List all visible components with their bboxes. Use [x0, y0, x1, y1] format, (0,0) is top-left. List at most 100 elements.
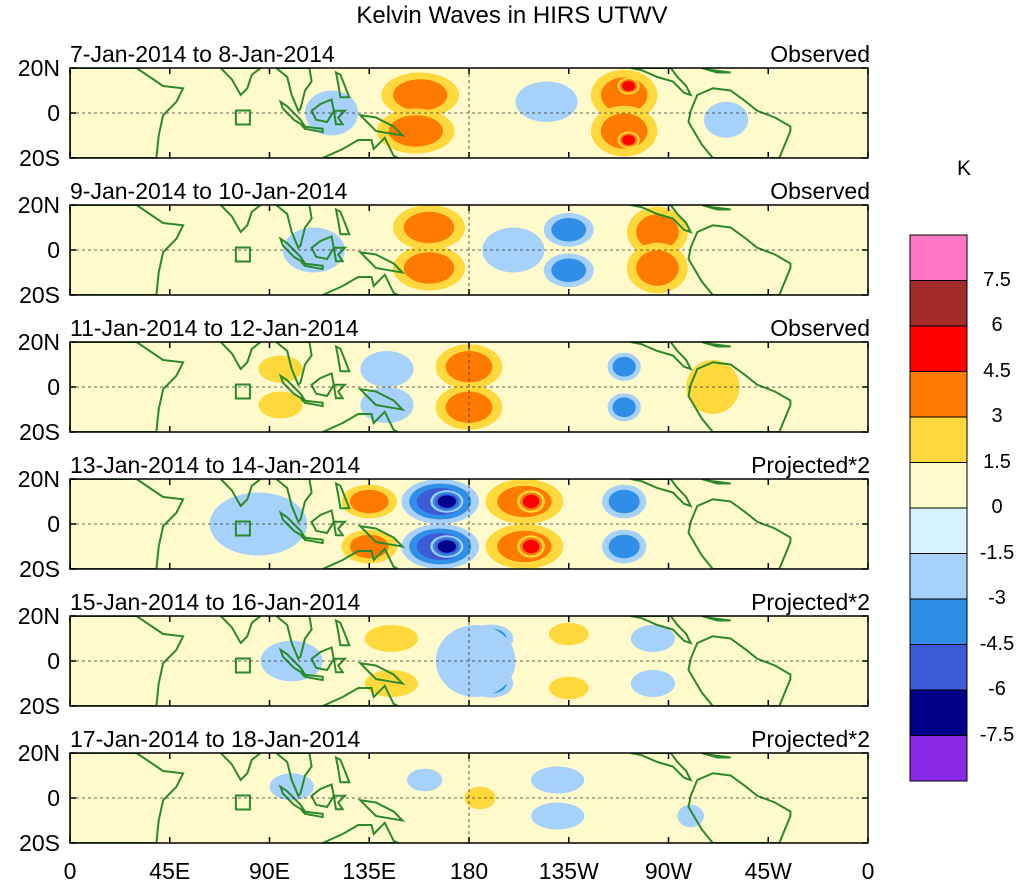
colorbar-swatch — [909, 416, 968, 463]
panel-kind: Observed — [770, 178, 870, 204]
coastline — [630, 342, 693, 371]
coastline — [70, 205, 185, 295]
lat-label: 0 — [47, 100, 60, 126]
coastline — [219, 479, 263, 508]
coastline — [219, 616, 263, 645]
panel-1 — [69, 67, 869, 159]
lat-label: 0 — [47, 374, 60, 400]
lat-label: 20S — [19, 693, 60, 719]
anomaly-contour — [612, 397, 636, 418]
panel-4 — [69, 478, 869, 570]
coastline — [630, 616, 693, 645]
anomaly-contour — [621, 134, 636, 146]
coastline — [630, 205, 693, 234]
colorbar-label: 1.5 — [983, 450, 1011, 473]
anomaly-contour — [677, 804, 704, 828]
coastline — [630, 753, 693, 782]
anomaly-contour — [703, 101, 749, 138]
lat-label: 20S — [19, 556, 60, 582]
figure-title: Kelvin Waves in HIRS UTWV — [356, 2, 668, 29]
anomaly-contour — [435, 625, 516, 697]
coastline — [219, 753, 263, 782]
coastline — [687, 224, 792, 295]
panel-date: 9-Jan-2014 to 10-Jan-2014 — [70, 178, 348, 204]
anomaly-contour — [531, 766, 585, 794]
anomaly-contour — [258, 391, 303, 419]
anomaly-contour — [630, 670, 676, 697]
panel-3 — [69, 341, 869, 433]
anomaly-contour — [403, 211, 455, 244]
colorbar-label: -4.5 — [979, 632, 1015, 655]
colorbar-swatch — [909, 462, 968, 509]
panel-kind: Projected*2 — [751, 726, 870, 752]
coastline — [219, 68, 263, 97]
lake-outline — [234, 109, 251, 126]
colorbar-swatch — [909, 598, 968, 645]
colorbar-swatch — [909, 553, 968, 600]
coastline — [334, 344, 351, 373]
panel-date: 15-Jan-2014 to 16-Jan-2014 — [70, 589, 361, 615]
lake-outline — [234, 794, 251, 811]
colorbar-label: 4.5 — [983, 359, 1011, 382]
lat-label: 0 — [47, 511, 60, 537]
anomaly-contour — [551, 258, 587, 283]
anomaly-contour — [437, 495, 456, 508]
lat-label: 20N — [17, 329, 60, 355]
coastline — [300, 536, 324, 545]
coastline — [300, 673, 324, 682]
coastline — [219, 205, 263, 234]
colorbar — [909, 234, 968, 782]
anomaly-contour — [636, 250, 679, 286]
colorbar-swatch — [909, 325, 968, 372]
colorbar-unit: K — [957, 157, 972, 180]
anomaly-contour — [630, 625, 676, 652]
anomaly-contour — [522, 494, 540, 509]
anomaly-contour — [548, 676, 589, 700]
coastline — [687, 361, 792, 432]
coastline — [332, 246, 348, 263]
colorbar-label: -1.5 — [979, 541, 1015, 564]
panel-date: 7-Jan-2014 to 8-Jan-2014 — [70, 41, 335, 67]
colorbar-swatch — [909, 371, 968, 418]
anomaly-contour — [393, 79, 448, 111]
coastline — [274, 342, 313, 387]
lon-label: 45W — [744, 858, 792, 884]
coastline — [701, 479, 731, 485]
panel-kind: Projected*2 — [751, 452, 870, 478]
lat-label: 0 — [47, 785, 60, 811]
coastline — [300, 810, 324, 819]
panel-5 — [69, 615, 869, 707]
coastline — [687, 87, 792, 158]
coastline — [70, 616, 185, 706]
lake-outline — [234, 520, 251, 537]
colorbar-swatch — [909, 644, 968, 691]
anomaly-contour — [621, 80, 636, 92]
anomaly-contour — [522, 539, 540, 554]
lat-label: 20N — [17, 466, 60, 492]
colorbar-swatch — [909, 507, 968, 554]
lat-label: 20S — [19, 830, 60, 856]
lon-label: 90W — [644, 858, 693, 884]
panel-date: 17-Jan-2014 to 18-Jan-2014 — [70, 726, 361, 752]
coastline — [701, 205, 731, 211]
coastline — [300, 125, 324, 134]
coastline — [334, 618, 351, 647]
lon-label: 45E — [149, 858, 191, 884]
coastline — [687, 498, 792, 569]
panel-2 — [69, 204, 869, 296]
lon-label: 135W — [538, 858, 599, 884]
anomaly-contour — [445, 391, 493, 423]
anomaly-contour — [364, 670, 419, 697]
anomaly-contour — [531, 802, 585, 830]
anomaly-contour — [403, 252, 455, 284]
anomaly-contour — [388, 115, 443, 147]
colorbar-label: 3 — [991, 405, 1003, 427]
coastline — [630, 68, 693, 97]
lat-label: 20N — [17, 603, 60, 629]
lat-label: 20S — [19, 419, 60, 445]
coastline — [357, 798, 406, 822]
lon-label: 90E — [249, 858, 290, 884]
anomaly-contour — [282, 227, 345, 273]
coastline — [300, 399, 324, 408]
